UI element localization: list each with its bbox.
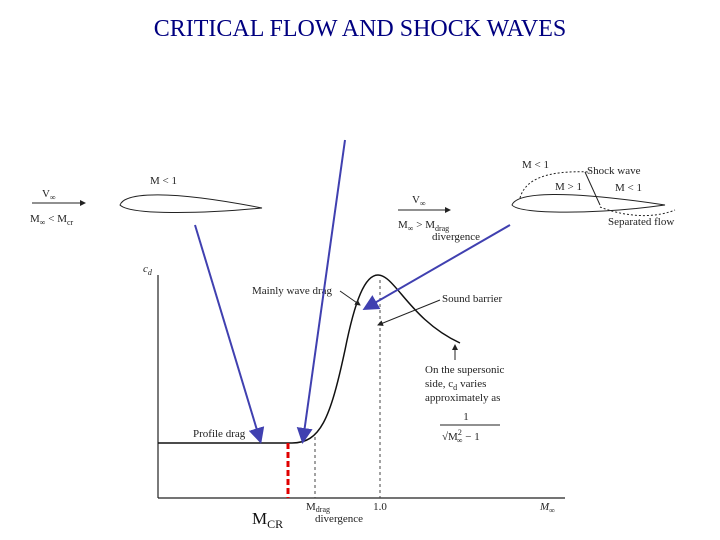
sub: drag [435, 224, 449, 233]
sup: 2 [458, 428, 462, 437]
sub: divergence [315, 513, 363, 525]
sub: cr [67, 218, 74, 227]
note-part: side, c [425, 378, 453, 390]
local-mach: M < 1 [615, 182, 642, 194]
sub: ∞ [549, 506, 555, 515]
op: < M [45, 213, 67, 225]
local-mach: M < 1 [522, 159, 549, 171]
symbol: M [252, 509, 267, 528]
symbol: M [306, 501, 316, 513]
annotation-arrow [362, 224, 511, 310]
symbol: c [143, 263, 148, 275]
separation [599, 206, 676, 216]
sub: d [453, 383, 457, 392]
mcr-label: MCR [252, 509, 283, 531]
wave-drag-label: Mainly wave drag [252, 285, 333, 297]
symbol: M [448, 431, 458, 443]
airfoil [511, 194, 666, 213]
symbol: M [30, 213, 40, 225]
sub: ∞ [457, 436, 463, 445]
shock-label: Shock wave [587, 165, 641, 177]
sub: d [148, 268, 153, 277]
mdd-label: Mdrag [306, 501, 330, 514]
annotation-arrow [194, 224, 265, 444]
symbol: V [42, 188, 50, 200]
condition: M∞ > Mdrag [398, 219, 449, 233]
sub: ∞ [40, 218, 46, 227]
formula-denominator: √M2 ∞ − 1 [442, 428, 480, 445]
symbol: M [539, 501, 550, 513]
x-axis-label: M∞ [539, 501, 555, 515]
sub: CR [267, 517, 283, 531]
note: approximately as [425, 392, 500, 404]
note: side, cd varies [425, 378, 486, 392]
sub: drag [316, 505, 330, 514]
condition: M∞ < Mcr [30, 213, 74, 227]
symbol: M [398, 219, 408, 231]
mach-one: 1.0 [373, 501, 387, 513]
symbol: V [412, 194, 420, 206]
note-part: varies [460, 378, 486, 390]
sub: ∞ [50, 193, 56, 202]
pointer [377, 299, 441, 326]
y-axis-label: cd [143, 263, 153, 277]
drag-curve [158, 274, 461, 444]
op: > M [413, 219, 435, 231]
sound-barrier-label: Sound barrier [442, 293, 503, 305]
pointer [339, 290, 361, 306]
velocity: V∞ [42, 188, 56, 202]
sub: ∞ [408, 224, 414, 233]
local-mach: M > 1 [555, 181, 582, 193]
shock [584, 171, 601, 206]
airfoil [119, 194, 263, 214]
local-mach: M < 1 [150, 175, 177, 187]
profile-drag-label: Profile drag [193, 428, 246, 440]
sub: ∞ [420, 199, 426, 208]
title: CRITICAL FLOW AND SHOCK WAVES [154, 16, 567, 42]
annotation-arrow [296, 139, 346, 444]
velocity: V∞ [412, 194, 426, 208]
sub: divergence [432, 231, 480, 243]
formula-numerator: 1 [463, 411, 469, 423]
tail: − 1 [463, 431, 480, 443]
note: On the supersonic [425, 364, 505, 376]
sonic-line [519, 171, 591, 199]
separated-label: Separated flow [608, 216, 674, 228]
